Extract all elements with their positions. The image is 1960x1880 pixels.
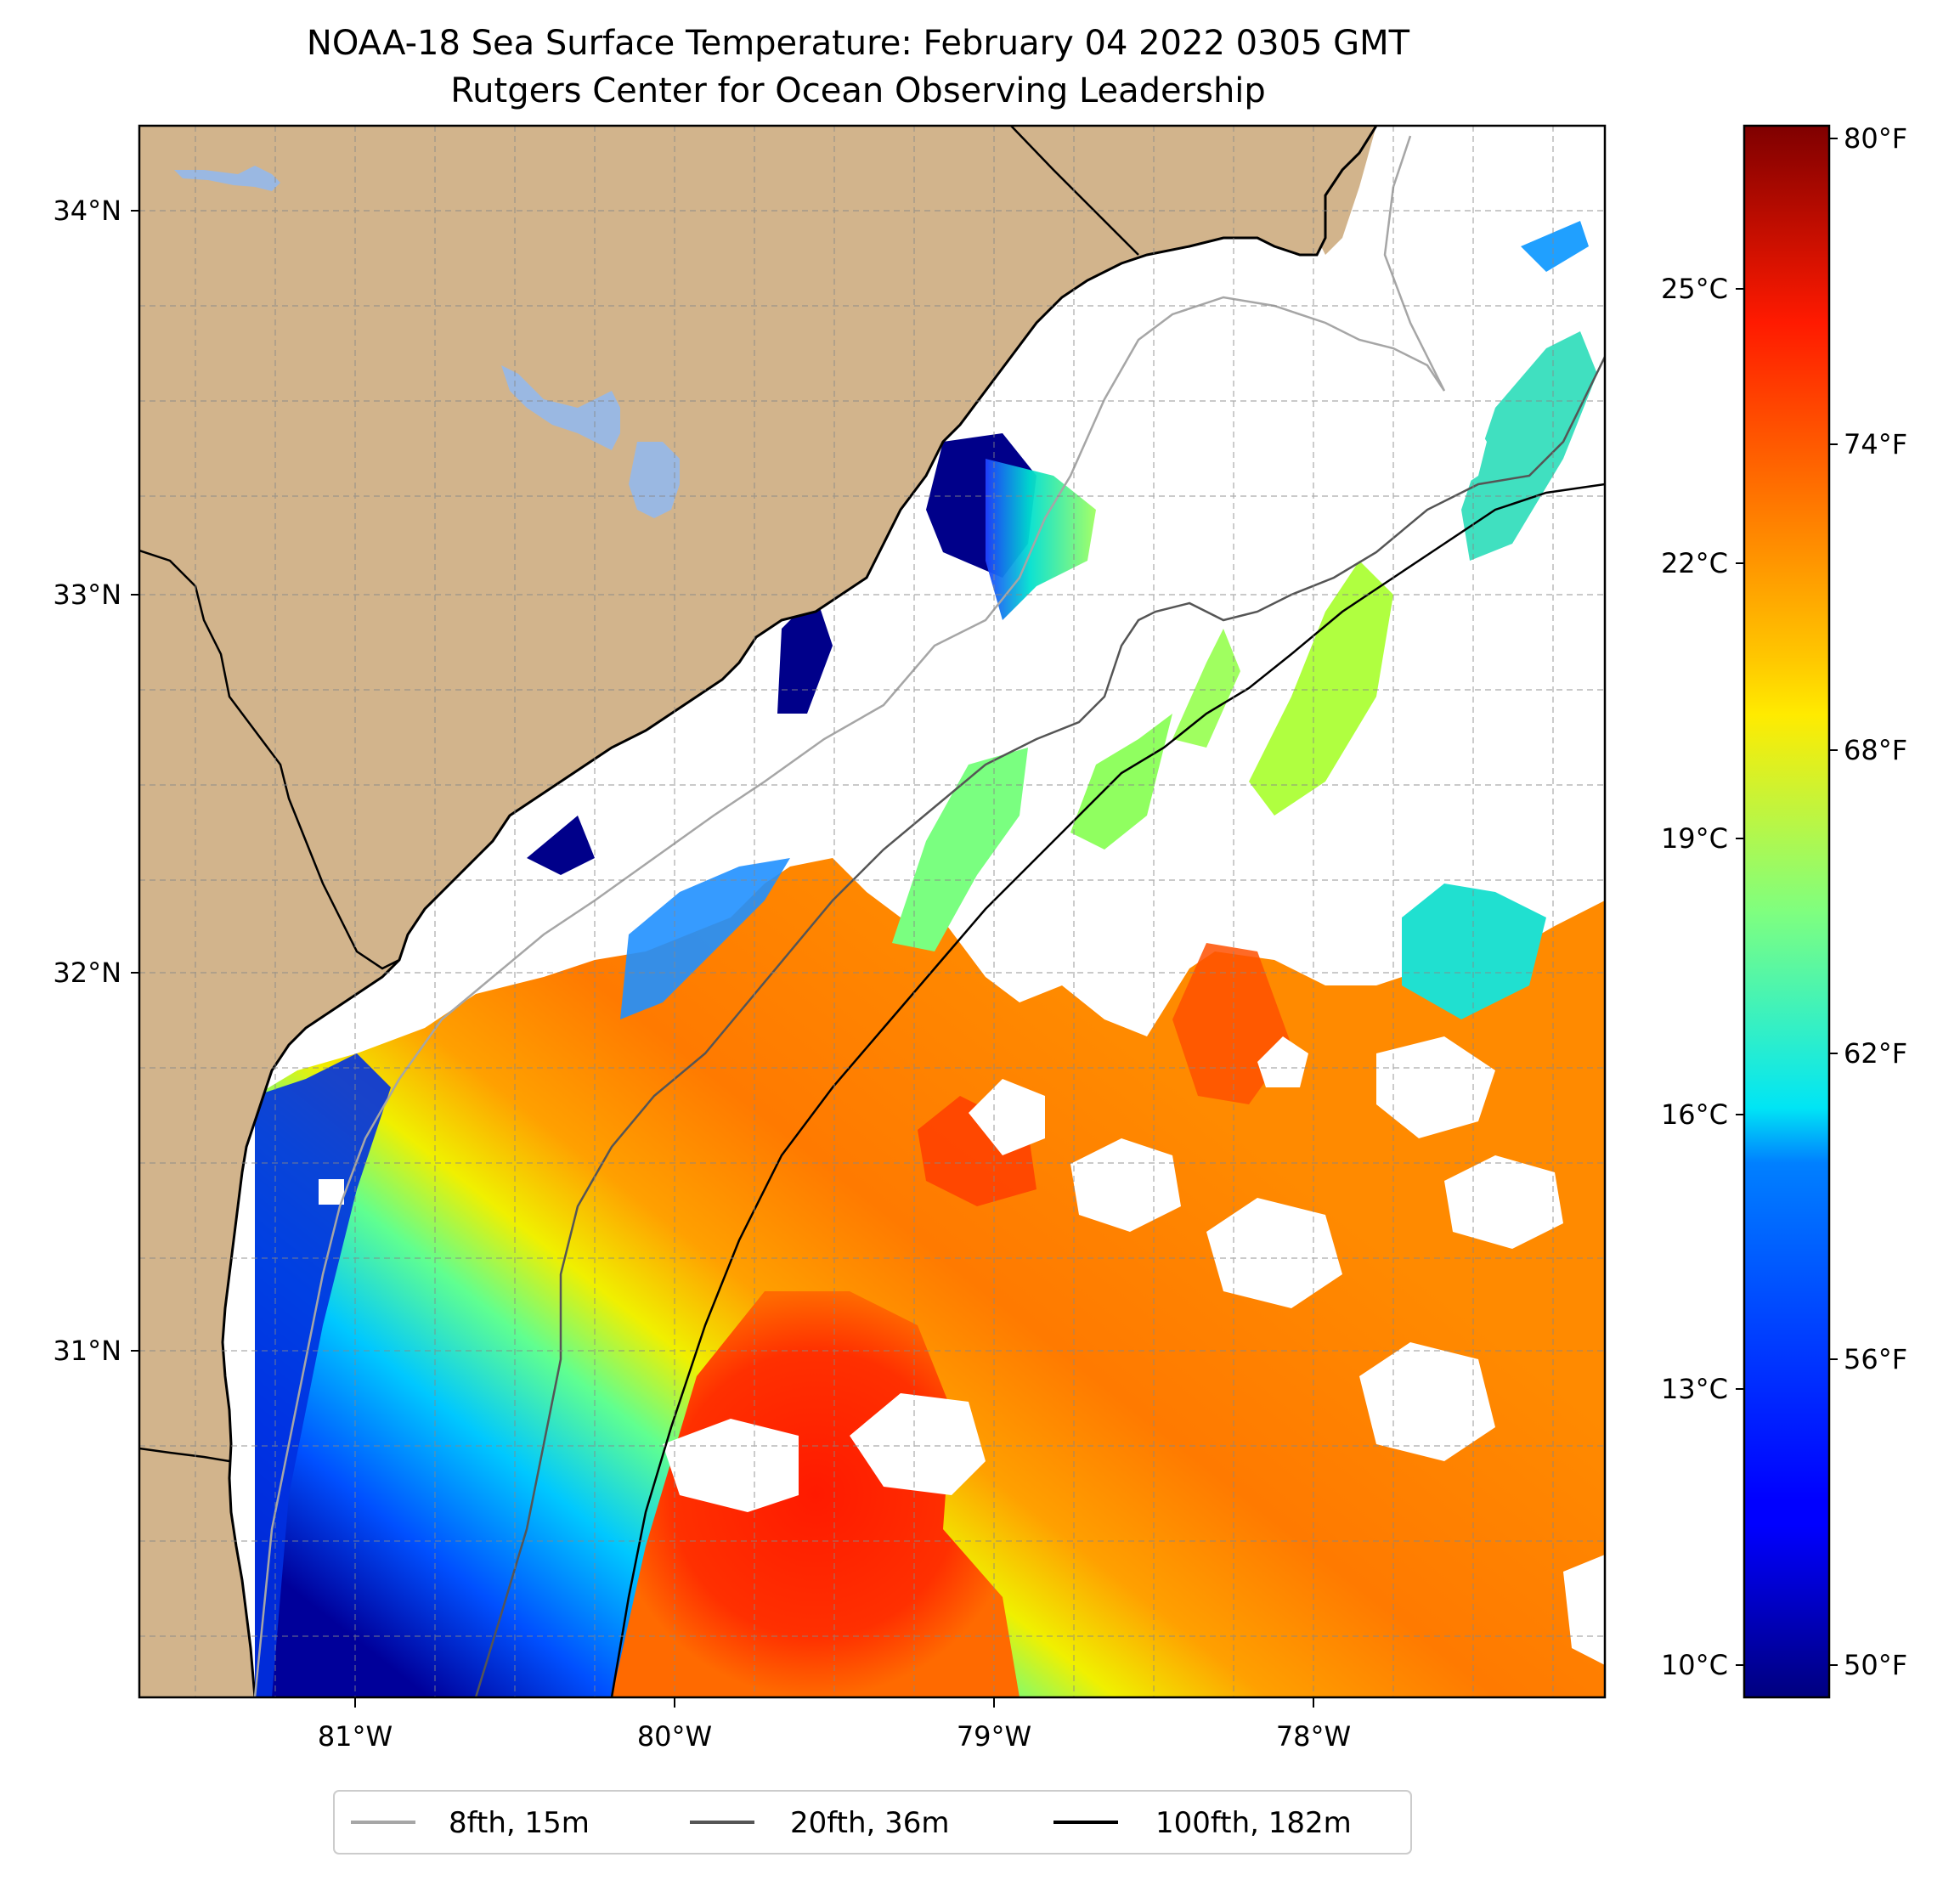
f-label-62: 62°F xyxy=(1844,1037,1907,1070)
legend-box xyxy=(333,1790,1412,1855)
state-border-ga-fl xyxy=(139,1447,230,1463)
c-label-16: 16°C xyxy=(1661,1098,1728,1131)
f-label-68: 68°F xyxy=(1844,734,1907,766)
sst-teal-patch-ne xyxy=(1521,221,1589,272)
lon-label-78: 78°W xyxy=(1276,1720,1351,1753)
f-label-80: 80°F xyxy=(1844,122,1907,155)
isobath-20fth-36m xyxy=(474,356,1605,1697)
cloud-mask-north xyxy=(1020,246,1487,544)
c-label-22: 22°C xyxy=(1661,547,1728,579)
f-label-56: 56°F xyxy=(1844,1343,1907,1375)
map-axes xyxy=(139,126,1605,1697)
legend-label-100fth: 100fth, 182m xyxy=(1155,1806,1352,1840)
isobath-100fth-182m xyxy=(610,483,1605,1697)
cloud-mask-1 xyxy=(850,1393,986,1495)
cloud-mask-11 xyxy=(319,1179,344,1205)
legend-label-8fth: 8fth, 15m xyxy=(449,1806,590,1840)
cloud-mask-5 xyxy=(1444,1155,1563,1249)
state-border-nc-sc xyxy=(1010,126,1139,256)
cloud-mask-10 xyxy=(1563,1555,1605,1665)
lon-axis: 81°W 80°W 79°W 78°W xyxy=(318,1697,1351,1753)
sst-cold-strip xyxy=(777,595,833,714)
colorbar: 25°C 22°C 19°C 16°C 13°C 10°C 80°F 74°F … xyxy=(1661,122,1907,1699)
lake-2 xyxy=(501,365,620,450)
lake-3 xyxy=(629,442,680,518)
cloud-mask-7 xyxy=(969,1079,1045,1155)
cloud-mask-8 xyxy=(1376,1036,1495,1138)
land-north-sliver xyxy=(1317,126,1376,255)
cloud-mask-9 xyxy=(1257,1036,1308,1087)
lat-label-32: 32°N xyxy=(53,957,121,989)
grid-lines xyxy=(139,126,1605,1697)
isobath-8fth-15m xyxy=(253,135,1446,1697)
title-line-1: NOAA-18 Sea Surface Temperature: Februar… xyxy=(307,24,1410,63)
cloud-mask-2 xyxy=(663,1419,799,1512)
lat-label-31: 31°N xyxy=(53,1335,121,1367)
c-label-10: 10°C xyxy=(1661,1649,1728,1681)
c-label-19: 19°C xyxy=(1661,822,1728,855)
f-label-74: 74°F xyxy=(1844,428,1907,460)
map-frame xyxy=(138,124,1607,1699)
sst-nearshore-band xyxy=(620,858,790,1019)
colorbar-gradient xyxy=(1743,124,1831,1699)
sst-teal-patch-north xyxy=(986,459,1096,620)
sst-green-streak-3 xyxy=(1249,561,1393,816)
f-label-50: 50°F xyxy=(1844,1649,1907,1681)
sst-hot-core xyxy=(612,1291,1020,1697)
title-line-2: Rutgers Center for Ocean Observing Leade… xyxy=(450,71,1266,110)
cloud-mask-4 xyxy=(1206,1198,1342,1308)
isobath-legend: 8fth, 15m 20fth, 36m 100fth, 182m xyxy=(333,1790,1412,1855)
legend-label-20fth: 20fth, 36m xyxy=(790,1806,950,1840)
sst-cold-strip-2 xyxy=(527,816,595,875)
c-label-25: 25°C xyxy=(1661,273,1728,305)
lake-1 xyxy=(174,166,280,191)
lat-label-34: 34°N xyxy=(53,195,121,227)
cloud-mask-12 xyxy=(794,824,828,850)
sst-teal-streak-mid xyxy=(1402,884,1546,1019)
lat-label-33: 33°N xyxy=(53,579,121,611)
state-border-sc-ga xyxy=(139,549,400,970)
sst-green-streak-2 xyxy=(1070,714,1172,850)
coastline xyxy=(221,126,1378,1697)
lon-label-79: 79°W xyxy=(957,1720,1031,1753)
lon-label-81: 81°W xyxy=(318,1720,393,1753)
sst-coastal-gradient xyxy=(255,1053,391,1697)
sst-teal-streak-ne xyxy=(1461,331,1597,561)
sst-green-streak-4 xyxy=(1172,629,1240,748)
c-label-13: 13°C xyxy=(1661,1373,1728,1405)
lon-label-80: 80°W xyxy=(637,1720,712,1753)
lat-axis: 34°N 33°N 32°N 31°N xyxy=(53,195,139,1367)
land-mass xyxy=(139,126,1376,1697)
